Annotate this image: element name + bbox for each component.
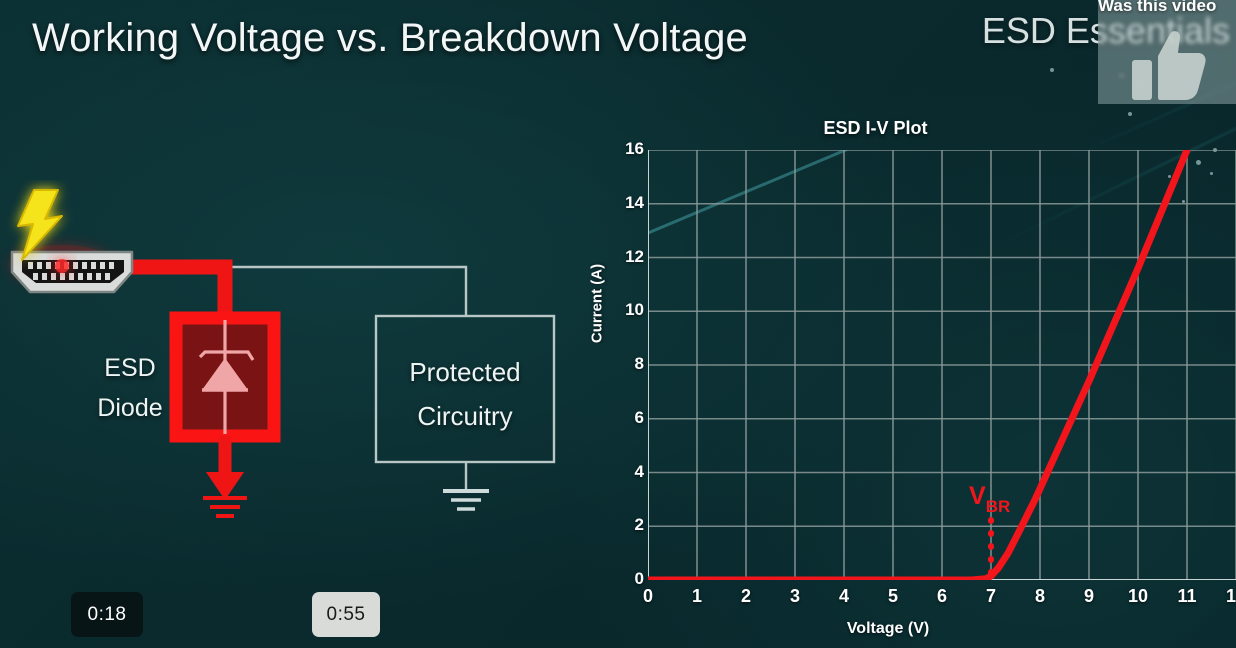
background-particle (1050, 68, 1054, 72)
x-axis-tick-label: 2 (740, 586, 751, 606)
y-axis-tick-label: 6 (634, 407, 644, 427)
protected-circuitry-label-line1: Protected (409, 357, 521, 387)
chart-x-axis-label: Voltage (V) (846, 620, 930, 637)
y-axis-tick-label: 16 (625, 139, 644, 158)
y-axis-tick-label: 0 (634, 569, 644, 588)
background-particle (1168, 175, 1171, 178)
x-axis-tick-label: 7 (985, 586, 996, 606)
background-particle (1196, 160, 1201, 165)
y-axis-tick-label: 4 (634, 461, 644, 481)
esd-diode-label: ESD Diode (85, 348, 175, 428)
esd-diode-component (169, 311, 281, 518)
x-axis-tick-label: 3 (789, 586, 800, 606)
page-title: Working Voltage vs. Breakdown Voltage (32, 16, 748, 60)
x-axis-tick-label: 8 (1034, 586, 1045, 606)
chart-svg: VBR (627, 105, 1236, 589)
protected-circuitry-label-line2: Circuitry (417, 401, 513, 431)
x-axis-tick-label: 5 (887, 586, 898, 606)
circuit-diagram: ESD Diode Protected Circuitry (0, 180, 580, 540)
breakdown-voltage-label: VBR (969, 482, 1010, 516)
background-particle (1182, 200, 1185, 203)
x-axis-tick-label: 6 (936, 586, 947, 606)
x-axis-tick-label: 12 (1225, 586, 1236, 606)
esd-diode-label-line1: ESD (104, 354, 156, 382)
current-time-badge[interactable]: 0:18 (71, 592, 143, 637)
protected-circuitry-component (374, 314, 556, 511)
y-axis-tick-label: 14 (625, 192, 644, 212)
hdmi-connector-icon (10, 250, 134, 294)
total-time-badge[interactable]: 0:55 (312, 592, 380, 637)
thumbs-up-icon[interactable] (1124, 28, 1214, 104)
chart-title: ESD I-V Plot (823, 118, 928, 138)
protected-circuitry-label: Protected Circuitry (376, 350, 554, 438)
y-axis-tick-label: 10 (625, 300, 644, 320)
feedback-question-text: Was this video (1098, 0, 1217, 15)
x-axis-tick-label: 11 (1177, 586, 1197, 606)
chart-plot-area: VBR (627, 105, 1236, 589)
background-particle (1128, 112, 1132, 116)
ground-symbol-icon (443, 489, 489, 511)
esd-iv-chart: ESD I-V Plot Current (A) Voltage (V) VBR… (575, 105, 1236, 648)
background-glow-streak (627, 105, 949, 243)
background-particle (1210, 172, 1213, 175)
y-axis-tick-label: 8 (634, 354, 644, 373)
lightning-bolt-icon (17, 189, 63, 261)
ground-symbol-icon (203, 496, 247, 518)
feedback-overlay-panel[interactable]: Was this video (1098, 0, 1236, 104)
signal-wire (210, 265, 468, 316)
surge-wire (132, 259, 233, 318)
zener-diode-icon (198, 320, 255, 434)
x-axis-tick-label: 1 (691, 586, 702, 606)
x-axis-tick-label: 9 (1083, 586, 1094, 606)
x-axis-tick-label: 10 (1127, 586, 1149, 606)
x-axis-tick-label: 4 (838, 586, 849, 606)
y-axis-tick-label: 2 (634, 515, 644, 535)
esd-diode-label-line2: Diode (97, 394, 163, 422)
y-axis-tick-label: 12 (625, 246, 644, 266)
x-axis-tick-label: 0 (642, 586, 653, 606)
